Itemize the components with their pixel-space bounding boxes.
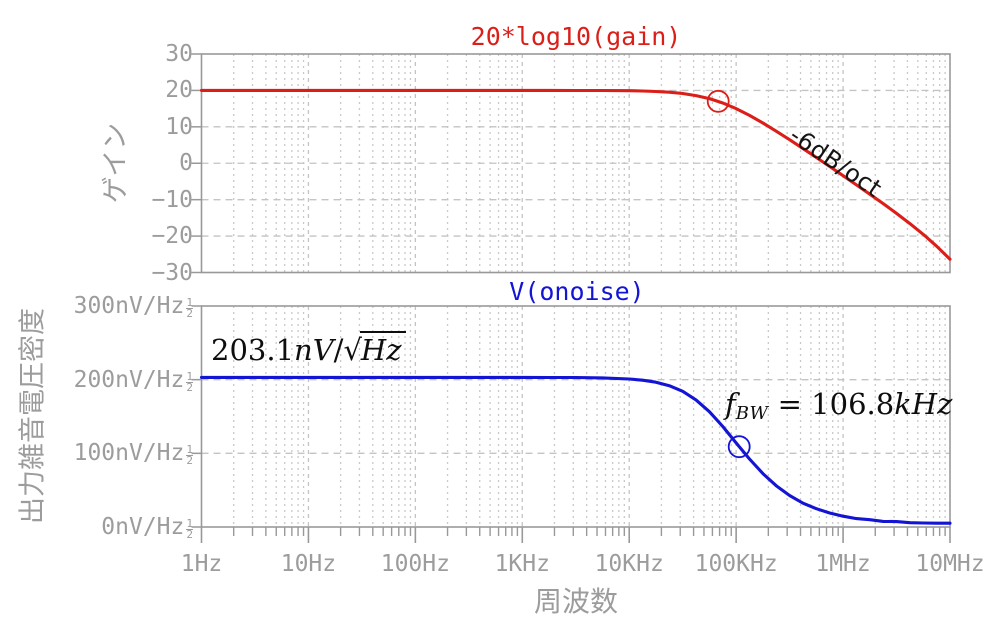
x-tick-label: 1KHz bbox=[494, 551, 550, 577]
fbw-unit: kHz bbox=[894, 387, 953, 421]
fbw-equals: = bbox=[768, 387, 812, 421]
noise-y-tick-label: 100nV/Hz 1 2 bbox=[73, 440, 193, 468]
gain-y-tick-label: −10 bbox=[151, 186, 193, 213]
x-axis-label: 周波数 bbox=[533, 585, 618, 618]
flat-noise-slash: / bbox=[333, 333, 344, 367]
x-tick-label: 100Hz bbox=[380, 551, 450, 577]
flat-noise-level-annotation: 203.1nV/√Hz bbox=[211, 331, 406, 367]
noise-y-tick-label: 300nV/Hz 1 2 bbox=[73, 293, 193, 320]
gain-y-tick-label: 30 bbox=[165, 41, 193, 67]
x-tick-label: 10Hz bbox=[280, 551, 337, 577]
gain-y-tick-label: 20 bbox=[165, 77, 193, 104]
fbw-value: 106.8 bbox=[811, 387, 895, 421]
gain-y-tick-label: 10 bbox=[165, 113, 193, 140]
noise-plot-title: V(onoise) bbox=[509, 277, 645, 306]
sqrt-sign: √ bbox=[343, 333, 362, 367]
noise-y-tick-label: 200nV/Hz 1 2 bbox=[73, 366, 193, 394]
gain-plot-title: 20*log10(gain) bbox=[470, 22, 682, 51]
gain-y-tick-label: −30 bbox=[151, 259, 193, 286]
x-tick-label: 10KHz bbox=[594, 551, 664, 577]
gain-y-tick-label: 0 bbox=[179, 150, 193, 177]
fbw-subscript: BW bbox=[735, 403, 769, 425]
bandwidth-annotation: fBW = 106.8kHz bbox=[725, 388, 952, 430]
flat-noise-value: 203.1 bbox=[211, 333, 295, 367]
fbw-symbol: f bbox=[725, 387, 736, 421]
x-tick-label: 100KHz bbox=[694, 551, 778, 577]
flat-noise-unit: nV bbox=[294, 333, 334, 367]
noise-y-axis-label: 出力雑音電圧密度 bbox=[17, 308, 49, 524]
gain-y-tick-label: −20 bbox=[151, 223, 193, 250]
sqrt-radicand: Hz bbox=[359, 331, 406, 367]
x-tick-label: 10MHz bbox=[915, 551, 985, 577]
x-tick-label: 1MHz bbox=[815, 551, 871, 577]
noise-y-tick-label: 0nV/Hz 1 2 bbox=[101, 514, 193, 541]
x-tick-label: 1Hz bbox=[180, 551, 223, 577]
